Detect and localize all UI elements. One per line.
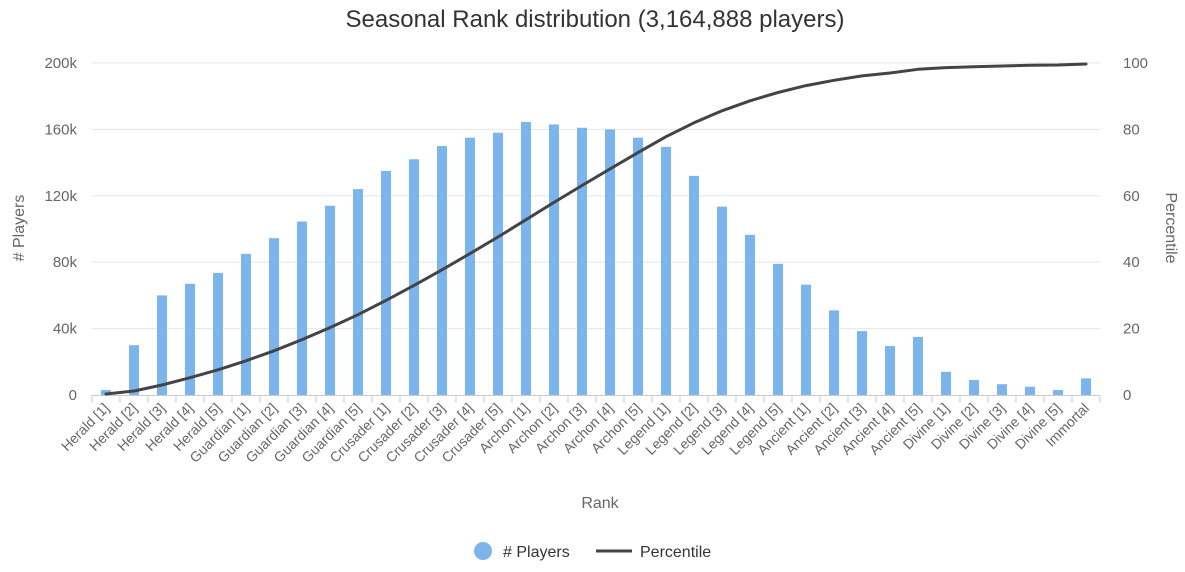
chart-title: Seasonal Rank distribution (3,164,888 pl… bbox=[346, 6, 845, 33]
y-tick-label: 0 bbox=[69, 387, 77, 404]
bar-series bbox=[101, 121, 1091, 396]
y2-tick-label: 20 bbox=[1123, 321, 1140, 338]
y-tick-label: 80k bbox=[53, 254, 78, 271]
bar[interactable] bbox=[857, 331, 867, 395]
bar[interactable] bbox=[353, 189, 363, 395]
y-axis-ticks: 0 40k 80k 120k 160k 200k bbox=[44, 55, 77, 404]
bar[interactable] bbox=[521, 121, 531, 396]
bar[interactable] bbox=[129, 345, 139, 395]
y2-tick-label: 80 bbox=[1123, 121, 1140, 138]
bar[interactable] bbox=[297, 221, 307, 395]
bar[interactable] bbox=[465, 137, 475, 395]
bar[interactable] bbox=[549, 124, 559, 396]
bar[interactable] bbox=[913, 336, 923, 395]
bar[interactable] bbox=[885, 346, 895, 395]
bar[interactable] bbox=[409, 159, 419, 395]
y-tick-label: 40k bbox=[53, 321, 78, 338]
y-tick-label: 200k bbox=[44, 55, 77, 72]
y-tick-label: 160k bbox=[44, 121, 77, 138]
y-axis-title: # Players bbox=[11, 195, 28, 262]
bar[interactable] bbox=[997, 384, 1007, 395]
bar[interactable] bbox=[493, 132, 503, 395]
y2-tick-label: 40 bbox=[1123, 254, 1140, 271]
legend-players-marker[interactable] bbox=[474, 542, 492, 560]
y2-tick-label: 0 bbox=[1123, 387, 1131, 404]
bar[interactable] bbox=[157, 295, 167, 395]
bar[interactable] bbox=[1053, 390, 1063, 395]
x-axis-labels: Herald [1]Herald [2]Herald [3]Herald [4]… bbox=[58, 400, 1092, 466]
bar[interactable] bbox=[633, 137, 643, 395]
bar[interactable] bbox=[185, 283, 195, 395]
percentile-line[interactable] bbox=[104, 62, 1088, 396]
y-tick-label: 120k bbox=[44, 188, 77, 205]
bar[interactable] bbox=[605, 129, 615, 395]
bar[interactable] bbox=[801, 284, 811, 395]
bar[interactable] bbox=[269, 238, 279, 395]
bar[interactable] bbox=[1025, 386, 1035, 395]
y2-tick-label: 60 bbox=[1123, 188, 1140, 205]
bar[interactable] bbox=[241, 253, 251, 395]
bar[interactable] bbox=[1081, 378, 1091, 395]
gridlines bbox=[91, 62, 1101, 403]
bar[interactable] bbox=[577, 127, 587, 396]
bar[interactable] bbox=[661, 146, 671, 395]
bar[interactable] bbox=[773, 263, 783, 395]
x-axis-title: Rank bbox=[581, 495, 619, 512]
bar[interactable] bbox=[829, 310, 839, 395]
line-series bbox=[104, 62, 1088, 396]
bar[interactable] bbox=[213, 272, 223, 395]
y2-axis-title: Percentile bbox=[1162, 192, 1179, 263]
legend-players-label[interactable]: # Players bbox=[503, 544, 570, 561]
bar[interactable] bbox=[941, 371, 951, 395]
legend: # Players Percentile bbox=[474, 542, 711, 561]
bar[interactable] bbox=[325, 205, 335, 395]
bar[interactable] bbox=[381, 170, 391, 395]
y2-axis-ticks: 0 20 40 60 80 100 bbox=[1123, 55, 1148, 404]
bar[interactable] bbox=[745, 234, 755, 395]
bar[interactable] bbox=[717, 206, 727, 395]
y2-tick-label: 100 bbox=[1123, 55, 1148, 72]
legend-percentile-label[interactable]: Percentile bbox=[640, 544, 711, 561]
bar[interactable] bbox=[969, 380, 979, 395]
bar[interactable] bbox=[689, 175, 699, 395]
